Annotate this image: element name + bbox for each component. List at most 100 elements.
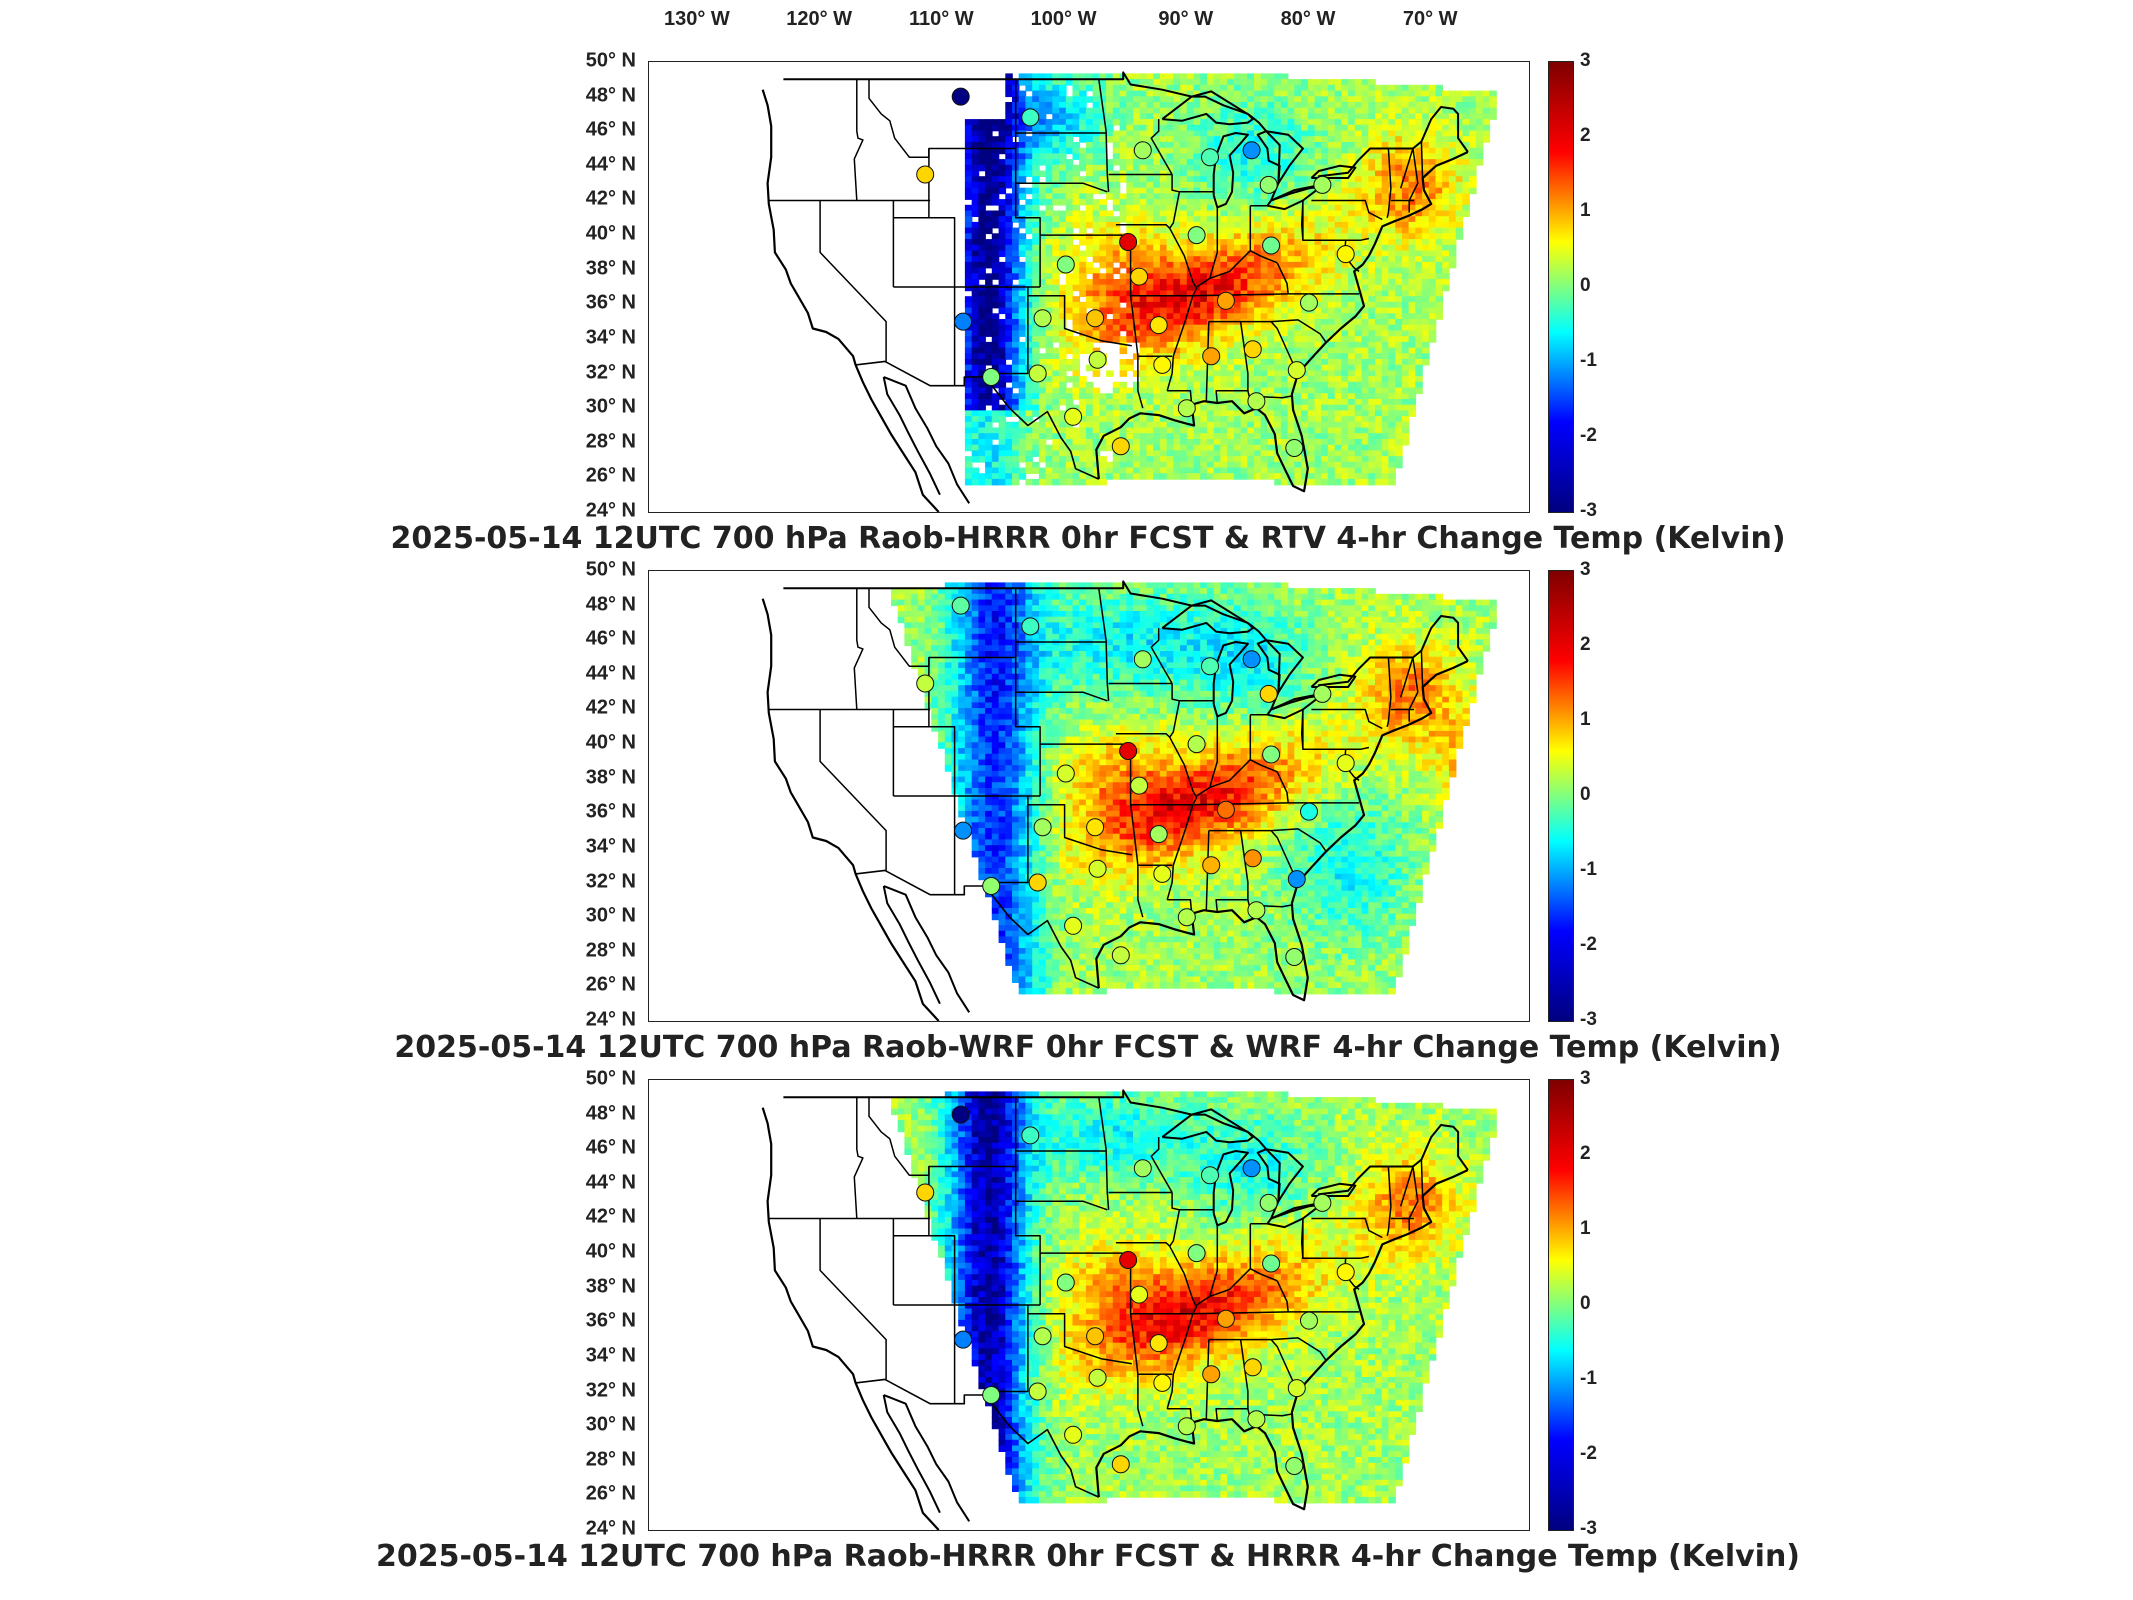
temperature-map[interactable] bbox=[648, 1079, 1530, 1531]
raob-station-marker[interactable] bbox=[1133, 650, 1152, 669]
raob-station-marker[interactable] bbox=[1242, 650, 1261, 669]
raob-station-marker[interactable] bbox=[1111, 437, 1130, 456]
raob-station-marker[interactable] bbox=[1300, 1311, 1318, 1330]
raob-station-marker[interactable] bbox=[1086, 309, 1105, 328]
raob-station-marker[interactable] bbox=[1130, 1285, 1149, 1304]
raob-station-marker[interactable] bbox=[1088, 859, 1107, 878]
raob-station-marker[interactable] bbox=[1313, 1193, 1332, 1212]
raob-station-marker[interactable] bbox=[1028, 873, 1047, 892]
raob-station-marker[interactable] bbox=[1133, 1159, 1152, 1178]
raob-station-marker[interactable] bbox=[954, 1330, 973, 1349]
raob-station-marker[interactable] bbox=[1021, 617, 1040, 636]
latitude-tick-label: 24° N bbox=[585, 499, 636, 522]
raob-station-marker[interactable] bbox=[1130, 776, 1149, 795]
raob-station-marker[interactable] bbox=[1262, 236, 1281, 255]
raob-station-marker[interactable] bbox=[1119, 742, 1138, 760]
raob-station-marker[interactable] bbox=[1262, 745, 1281, 764]
raob-station-marker[interactable] bbox=[951, 596, 970, 615]
raob-station-marker[interactable] bbox=[982, 368, 1001, 386]
raob-station-marker[interactable] bbox=[1028, 1382, 1047, 1401]
raob-station-marker[interactable] bbox=[1259, 175, 1278, 194]
raob-station-marker[interactable] bbox=[954, 312, 973, 331]
raob-station-marker[interactable] bbox=[1177, 399, 1196, 418]
raob-station-marker[interactable] bbox=[1088, 1368, 1107, 1387]
raob-station-marker[interactable] bbox=[1153, 355, 1172, 374]
raob-station-marker[interactable] bbox=[1201, 148, 1219, 167]
raob-station-marker[interactable] bbox=[916, 1183, 935, 1202]
raob-station-marker[interactable] bbox=[1021, 1126, 1040, 1145]
raob-station-marker[interactable] bbox=[1287, 1379, 1306, 1398]
raob-station-marker[interactable] bbox=[1111, 1455, 1130, 1474]
raob-station-marker[interactable] bbox=[1187, 1244, 1206, 1263]
raob-station-marker[interactable] bbox=[1242, 141, 1261, 160]
raob-station-marker[interactable] bbox=[1111, 946, 1130, 965]
raob-station-marker[interactable] bbox=[1287, 870, 1306, 889]
raob-station-marker[interactable] bbox=[1187, 735, 1206, 754]
raob-station-marker[interactable] bbox=[1086, 1327, 1105, 1346]
temperature-map[interactable] bbox=[648, 61, 1530, 513]
raob-station-marker[interactable] bbox=[1149, 316, 1168, 335]
raob-station-marker[interactable] bbox=[1201, 657, 1219, 676]
raob-station-marker[interactable] bbox=[1247, 1410, 1266, 1429]
raob-station-marker[interactable] bbox=[1153, 864, 1172, 883]
raob-station-marker[interactable] bbox=[1021, 108, 1040, 127]
raob-station-marker[interactable] bbox=[1064, 1425, 1083, 1444]
raob-station-marker[interactable] bbox=[1086, 818, 1105, 837]
raob-station-marker[interactable] bbox=[1285, 439, 1304, 457]
raob-station-marker[interactable] bbox=[951, 87, 970, 106]
raob-station-marker[interactable] bbox=[1259, 1193, 1278, 1212]
temperature-map[interactable] bbox=[648, 570, 1530, 1022]
raob-station-marker[interactable] bbox=[1247, 392, 1266, 411]
raob-station-marker[interactable] bbox=[1287, 361, 1306, 380]
raob-station-marker[interactable] bbox=[1285, 1457, 1304, 1475]
raob-station-marker[interactable] bbox=[1202, 1365, 1221, 1384]
raob-station-marker[interactable] bbox=[1033, 309, 1052, 328]
raob-station-marker[interactable] bbox=[1028, 364, 1047, 383]
raob-station-marker[interactable] bbox=[1133, 141, 1152, 160]
raob-station-marker[interactable] bbox=[982, 877, 1001, 895]
raob-station-marker[interactable] bbox=[1202, 347, 1221, 366]
raob-station-marker[interactable] bbox=[1119, 233, 1138, 251]
raob-station-marker[interactable] bbox=[1064, 916, 1083, 935]
raob-station-marker[interactable] bbox=[1259, 684, 1278, 703]
raob-station-marker[interactable] bbox=[1149, 1334, 1168, 1353]
raob-station-marker[interactable] bbox=[1056, 255, 1075, 274]
raob-station-marker[interactable] bbox=[916, 165, 935, 184]
raob-station-marker[interactable] bbox=[1242, 1159, 1261, 1178]
raob-station-marker[interactable] bbox=[1262, 1254, 1281, 1273]
raob-station-marker[interactable] bbox=[1202, 856, 1221, 875]
raob-station-marker[interactable] bbox=[1336, 754, 1355, 773]
raob-station-marker[interactable] bbox=[1243, 340, 1262, 359]
raob-station-marker[interactable] bbox=[1187, 226, 1206, 245]
raob-station-marker[interactable] bbox=[1313, 684, 1332, 703]
raob-station-marker[interactable] bbox=[1243, 1358, 1262, 1377]
raob-station-marker[interactable] bbox=[1216, 800, 1235, 819]
raob-station-marker[interactable] bbox=[1149, 825, 1168, 844]
raob-station-marker[interactable] bbox=[916, 674, 935, 693]
raob-station-marker[interactable] bbox=[1177, 1417, 1196, 1436]
raob-station-marker[interactable] bbox=[1177, 908, 1196, 927]
raob-station-marker[interactable] bbox=[1336, 245, 1355, 264]
raob-station-marker[interactable] bbox=[1313, 175, 1332, 194]
raob-station-marker[interactable] bbox=[1300, 802, 1318, 821]
raob-station-marker[interactable] bbox=[1336, 1263, 1355, 1282]
raob-station-marker[interactable] bbox=[1153, 1373, 1172, 1392]
raob-station-marker[interactable] bbox=[1300, 293, 1318, 312]
raob-station-marker[interactable] bbox=[1216, 291, 1235, 310]
raob-station-marker[interactable] bbox=[954, 821, 973, 840]
raob-station-marker[interactable] bbox=[1033, 1327, 1052, 1346]
raob-station-marker[interactable] bbox=[1119, 1251, 1138, 1269]
raob-station-marker[interactable] bbox=[982, 1386, 1001, 1404]
raob-station-marker[interactable] bbox=[1056, 764, 1075, 783]
raob-station-marker[interactable] bbox=[1130, 267, 1149, 286]
raob-station-marker[interactable] bbox=[1033, 818, 1052, 837]
raob-station-marker[interactable] bbox=[1285, 948, 1304, 966]
raob-station-marker[interactable] bbox=[1201, 1166, 1219, 1185]
raob-station-marker[interactable] bbox=[1247, 901, 1266, 920]
raob-station-marker[interactable] bbox=[1216, 1309, 1235, 1328]
raob-station-marker[interactable] bbox=[951, 1105, 970, 1124]
raob-station-marker[interactable] bbox=[1064, 407, 1083, 426]
raob-station-marker[interactable] bbox=[1056, 1273, 1075, 1292]
raob-station-marker[interactable] bbox=[1243, 849, 1262, 868]
raob-station-marker[interactable] bbox=[1088, 350, 1107, 369]
